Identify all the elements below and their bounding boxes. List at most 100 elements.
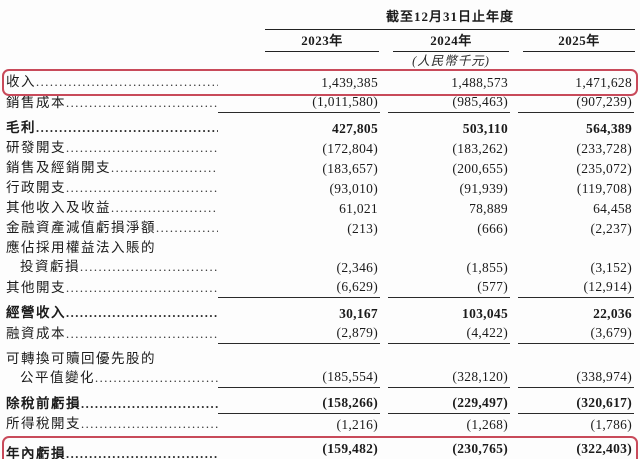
value-cell-2025年: (907,239) [518,92,634,113]
row-label: 金融資產減值虧損淨額 [6,218,218,238]
value-cell-2024年: 1,488,573 [451,75,508,90]
value-cell-2024年: (230,765) [388,439,510,459]
value-cell-2024年: (666) [477,221,508,236]
value-cell-2023年: 427,805 [332,121,378,136]
value-cell-2025年: (233,728) [576,141,632,156]
value-cell-2023年: (2,879) [218,323,380,344]
value-cell-2024年: 503,110 [462,121,508,136]
value-cell-2023年: 1,439,385 [321,75,378,90]
table-row: 融資成本(2,879) (4,422) (3,679) [6,323,635,344]
table-row: 銷售及經銷開支 (183,657) (200,655) (235,072) [6,158,635,178]
value-cell-2024年: 78,889 [469,201,508,216]
value-cell-2024年: (4,422) [388,323,510,344]
dot-leader [66,179,218,198]
dot-leader [80,258,218,277]
row-label: 銷售成本 [6,93,218,113]
row-label: 其他收入及收益 [6,198,218,218]
row-label: 應佔採用權益法入賬的 投資虧損 [6,238,218,277]
dot-leader [66,445,218,459]
dot-leader [36,73,218,92]
row-label: 行政開支 [6,178,218,198]
row-label: 所得稅開支 [6,414,218,434]
value-cell-2023年: (185,554) [218,367,380,388]
value-cell-2023年: (2,346) [336,260,378,275]
dot-leader [81,395,218,414]
value-cell-2023年: 30,167 [339,306,378,321]
value-cell-2025年: (2,237) [590,221,632,236]
column-header-2025: 2025年 [523,30,635,52]
row-label: 毛利 [6,118,218,138]
table-row: 銷售成本(1,011,580) (985,463) (907,239) [6,92,635,113]
dot-leader [66,304,218,323]
value-cell-2024年: 103,045 [462,306,508,321]
value-cell-2023年: (183,657) [322,161,378,176]
value-cell-2023年: 61,021 [339,201,378,216]
value-cell-2024年: (577) [388,277,510,298]
row-label: 銷售及經銷開支 [6,158,218,178]
value-cell-2023年: (6,629) [218,277,380,298]
value-cell-2024年: (985,463) [388,92,510,113]
row-label: 經營收入 [6,303,218,323]
table-rows: 收入 1,439,385 1,488,573 1,471,628 銷售成本(1,011,… [2,69,638,459]
dot-leader [66,279,218,298]
value-cell-2024年: (183,262) [452,141,508,156]
table-row: 其他收入及收益 61,021 78,889 64,458 [6,198,635,218]
row-label: 年內虧損 [6,444,218,459]
value-cell-2025年: (12,914) [518,277,634,298]
dot-leader [66,325,218,344]
dot-leader [36,119,218,138]
value-cell-2025年: (235,072) [576,161,632,176]
value-cell-2024年: (1,268) [466,417,508,432]
table-row: 金融資產減值虧損淨額 (213) (666) (2,237) [6,218,635,238]
row-label: 研發開支 [6,138,218,158]
dot-leader [111,159,218,178]
value-cell-2025年: (322,403) [518,439,634,459]
value-cell-2023年: (159,482) [218,439,380,459]
table-row: 研發開支 (172,804) (183,262) (233,728) [6,138,635,158]
dot-leader [66,139,218,158]
value-cell-2023年: (172,804) [322,141,378,156]
row-label: 除稅前虧損 [6,394,218,414]
table-row: 收入 1,439,385 1,488,573 1,471,628 [2,69,638,96]
dot-leader [81,415,218,434]
value-cell-2025年: (119,708) [576,181,632,196]
value-cell-2023年: (1,216) [336,417,378,432]
value-cell-2023年: (213) [347,221,378,236]
column-header-2023: 2023年 [265,30,379,52]
table-row: 其他開支(6,629) (577) (12,914) [6,277,635,298]
dot-leader [66,94,218,113]
value-cell-2024年: (200,655) [452,161,508,176]
table-row: 所得稅開支 (1,216) (1,268) (1,786) [6,414,635,434]
table-row: 經營收入 30,167 103,045 22,036 [6,303,635,323]
currency-note: (人民幣千元) [412,54,490,68]
row-label: 可轉換可贖回優先股的 公平值變化 [6,349,218,388]
value-cell-2025年: 64,458 [593,201,632,216]
value-cell-2023年: (158,266) [218,393,380,414]
value-cell-2025年: 564,389 [586,121,632,136]
value-cell-2025年: (3,679) [518,323,634,344]
value-cell-2024年: (91,939) [459,181,508,196]
dot-leader [95,369,218,388]
value-cell-2024年: (328,120) [388,367,510,388]
value-cell-2025年: (3,152) [590,260,632,275]
table-row: 毛利 427,805 503,110 564,389 [6,118,635,138]
table-row: 年內虧損(159,482) (230,765) (322,403) [2,436,638,459]
column-header-2024: 2024年 [393,30,509,52]
value-cell-2025年: 22,036 [593,306,632,321]
row-label: 融資成本 [6,324,218,344]
row-label: 收入 [6,72,218,92]
value-cell-2025年: 1,471,628 [575,75,632,90]
period-header: 截至12月31日止年度 [265,6,635,30]
row-label: 其他開支 [6,278,218,298]
value-cell-2024年: (229,497) [388,393,510,414]
table-row: 除稅前虧損(158,266) (229,497) (320,617) [6,393,635,414]
value-cell-2023年: (1,011,580) [218,92,380,113]
dot-leader [156,219,218,238]
value-cell-2025年: (1,786) [590,417,632,432]
value-cell-2023年: (93,010) [329,181,378,196]
value-cell-2024年: (1,855) [466,260,508,275]
table-row: 行政開支 (93,010) (91,939) (119,708) [6,178,635,198]
